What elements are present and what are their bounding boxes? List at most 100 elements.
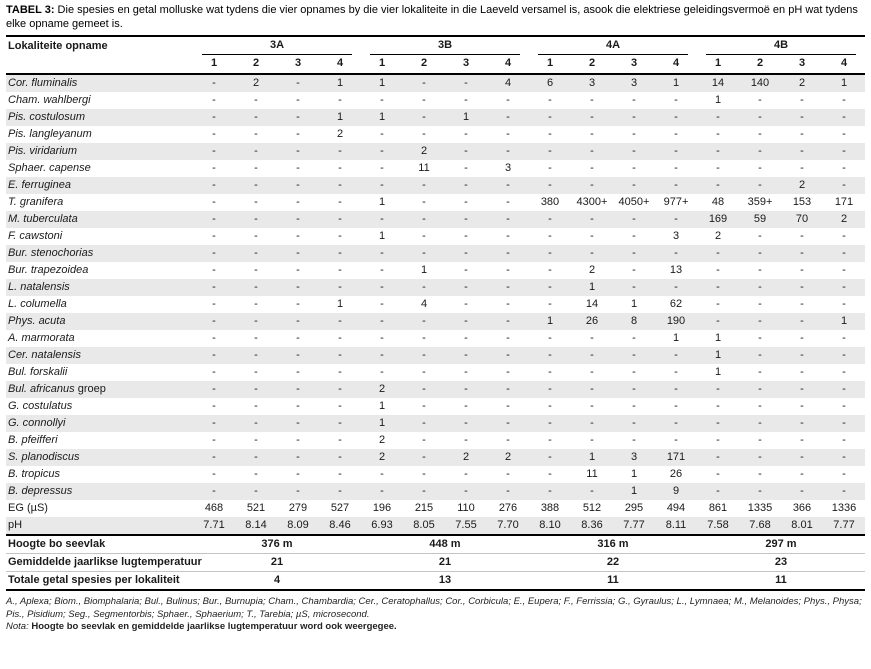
value-cell: -	[674, 111, 678, 123]
value-cell: 14	[711, 77, 725, 89]
value-cell: -	[758, 247, 762, 259]
value-cell: 8.36	[581, 519, 603, 531]
value-cell: -	[800, 230, 804, 242]
species-name: L. columella	[8, 298, 67, 310]
value-cell: -	[590, 111, 594, 123]
value-cell: 1	[336, 111, 344, 123]
value-cell: -	[632, 366, 636, 378]
value-cell: 7.77	[623, 519, 645, 531]
value-cell: -	[800, 366, 804, 378]
value-cell: -	[254, 315, 258, 327]
subcolumn-header: 3	[277, 55, 319, 75]
value-cell: -	[212, 145, 216, 157]
value-cell: -	[632, 332, 636, 344]
subcolumn-header: 3	[445, 55, 487, 75]
value-cell: 1	[378, 196, 386, 208]
value-cell: -	[212, 417, 216, 429]
value-cell: 2	[420, 145, 428, 157]
value-cell: -	[296, 485, 300, 497]
species-name: E. ferruginea	[8, 179, 71, 191]
value-cell: -	[842, 281, 846, 293]
value-cell: -	[632, 247, 636, 259]
value-cell: -	[800, 94, 804, 106]
row-label-cell: pH	[8, 519, 23, 531]
summary-value-cell: 376 m	[193, 534, 361, 554]
value-cell: -	[758, 298, 762, 310]
value-cell: -	[464, 332, 468, 344]
value-cell: -	[716, 400, 720, 412]
species-name: B. tropicus	[8, 468, 60, 480]
subcolumn-header: 2	[739, 55, 781, 75]
row-label-cell: Bur. stenochorias	[6, 245, 193, 262]
page: TABEL 3: Die spesies en getal molluske w…	[6, 4, 865, 632]
value-cell: 7.71	[203, 519, 225, 531]
value-cell: -	[590, 417, 594, 429]
value-cell: 110	[457, 502, 475, 514]
species-row: L. natalensis - - - - - - - - - 1 - - - - - -	[6, 279, 865, 296]
value-cell: -	[422, 196, 426, 208]
value-cell: 2	[840, 213, 848, 225]
value-cell: -	[254, 281, 258, 293]
value-cell: 171	[834, 196, 854, 208]
value-cell: -	[548, 145, 552, 157]
value-cell: -	[632, 230, 636, 242]
value-cell: -	[758, 264, 762, 276]
value-cell: -	[296, 400, 300, 412]
species-name: Cor. fluminalis	[8, 77, 78, 89]
value-cell: -	[506, 468, 510, 480]
value-cell: -	[590, 213, 594, 225]
value-cell: 1	[840, 315, 848, 327]
value-cell: -	[464, 400, 468, 412]
value-cell: -	[590, 230, 594, 242]
value-cell: -	[674, 94, 678, 106]
value-cell: -	[212, 213, 216, 225]
footnote-nota-text: Hoogte bo seevlak en gemiddelde jaarliks…	[28, 621, 397, 632]
value-cell: -	[212, 485, 216, 497]
value-cell: 1	[378, 77, 386, 89]
value-cell: 48	[711, 196, 725, 208]
value-cell: -	[422, 77, 426, 89]
value-cell: -	[842, 230, 846, 242]
value-cell: -	[296, 179, 300, 191]
value-cell: -	[464, 485, 468, 497]
row-label-cell: Bul. forskalii	[6, 364, 193, 381]
value-cell: 2	[336, 128, 344, 140]
value-cell: -	[632, 281, 636, 293]
value-cell: -	[422, 281, 426, 293]
value-cell: 861	[708, 502, 728, 514]
value-cell: -	[338, 383, 342, 395]
species-row: Sphaer. capense - - - - - 11 - 3 - - - - - - - -	[6, 160, 865, 177]
value-cell: -	[296, 196, 300, 208]
value-cell: 11	[418, 162, 430, 174]
subcolumn-header: 1	[361, 55, 403, 75]
value-cell: -	[548, 298, 552, 310]
value-cell: -	[758, 179, 762, 191]
value-cell: -	[338, 230, 342, 242]
species-row: Bul. africanus groep - - - - 2 - - - - - - - - - - -	[6, 381, 865, 398]
value-cell: 1	[378, 111, 386, 123]
value-cell: -	[254, 332, 258, 344]
summary-value-cell: 316 m	[529, 534, 697, 554]
value-cell: -	[212, 349, 216, 361]
species-row: M. tuberculata - - - - - - - - - - - - 169 59 70 2	[6, 211, 865, 228]
value-cell: -	[296, 281, 300, 293]
value-cell: -	[716, 247, 720, 259]
value-cell: -	[800, 145, 804, 157]
species-row: Cham. wahlbergi - - - - - - - - - - - - 1 - - -	[6, 92, 865, 109]
row-label-cell: E. ferruginea	[6, 177, 193, 194]
row-label-cell: B. depressus	[6, 483, 193, 500]
value-cell: -	[800, 417, 804, 429]
species-row: L. columella - - - 1 - 4 - - - 14 1 62 - - - -	[6, 296, 865, 313]
value-cell: -	[758, 349, 762, 361]
summary-value-cell: 23	[697, 553, 865, 572]
value-cell: -	[380, 247, 384, 259]
value-cell: -	[296, 417, 300, 429]
value-cell: -	[674, 281, 678, 293]
value-cell: -	[380, 332, 384, 344]
species-row: B. pfeifferi - - - - 2 - - - - - - - - - - -	[6, 432, 865, 449]
value-cell: -	[296, 230, 300, 242]
value-cell: -	[380, 145, 384, 157]
summary-label-cell: Gemiddelde jaarlikse lugtemperatuur	[6, 553, 202, 572]
species-row: F. cawstoni - - - - 1 - - - - - - 3 2 - - -	[6, 228, 865, 245]
value-cell: -	[548, 94, 552, 106]
